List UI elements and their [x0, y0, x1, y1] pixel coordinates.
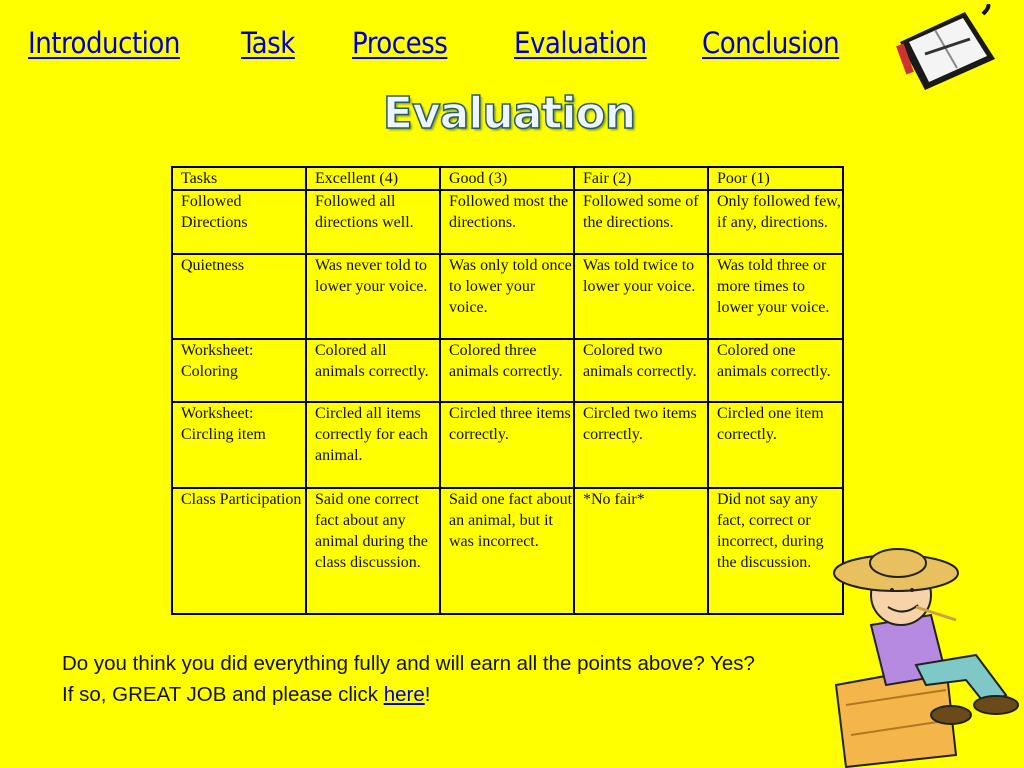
table-cell: Was only told once to lower your voice. [439, 253, 575, 340]
table-row: Class Participation Said one correct fac… [171, 487, 844, 615]
table-cell: Was told twice to lower your voice. [573, 253, 709, 340]
table-cell: Followed some of the directions. [573, 189, 709, 255]
header-cell: Fair (2) [573, 166, 709, 191]
footer-end: ! [424, 683, 431, 706]
table-cell: Worksheet: Circling item [171, 401, 307, 489]
table-cell: Colored all animals correctly. [305, 338, 441, 403]
page-title: Evaluation [382, 87, 637, 140]
table-cell: Said one fact about an animal, but it wa… [439, 487, 575, 615]
table-cell: Quietness [171, 253, 307, 340]
header-cell: Tasks [171, 166, 307, 191]
footer-question: Do you think you did everything fully an… [62, 652, 755, 706]
table-cell: Only followed few, if any, directions. [707, 189, 844, 255]
table-cell: Was never told to lower your voice. [305, 253, 441, 340]
table-cell: Followed all directions well. [305, 189, 441, 255]
nav-evaluation[interactable]: Evaluation [514, 26, 647, 60]
table-cell: Circled two items correctly. [573, 401, 709, 489]
table-cell: *No fair* [573, 487, 709, 615]
rubric-table: Tasks Excellent (4) Good (3) Fair (2) Po… [171, 166, 844, 615]
table-cell: Did not say any fact, correct or incorre… [707, 487, 844, 615]
header-cell: Good (3) [439, 166, 575, 191]
table-cell: Followed most the directions. [439, 189, 575, 255]
table-cell: Class Participation [171, 487, 307, 615]
table-row: Worksheet: Coloring Colored all animals … [171, 338, 844, 403]
table-row: Worksheet: Circling item Circled all ite… [171, 401, 844, 489]
table-cell: Followed Directions [171, 189, 307, 255]
table-cell: Circled three items correctly. [439, 401, 575, 489]
table-header-row: Tasks Excellent (4) Good (3) Fair (2) Po… [171, 166, 844, 191]
here-link[interactable]: here [383, 683, 425, 706]
table-cell: Circled all items correctly for each ani… [305, 401, 441, 489]
footer-text: Do you think you did everything fully an… [62, 648, 762, 710]
table-cell: Worksheet: Coloring [171, 338, 307, 403]
planner-icon [896, 4, 995, 90]
table-cell: Circled one item correctly. [707, 401, 844, 489]
boy-on-haybale-illustration [833, 548, 1019, 768]
nav-introduction[interactable]: Introduction [28, 26, 180, 60]
table-cell: Said one correct fact about any animal d… [305, 487, 441, 615]
table-row: Quietness Was never told to lower your v… [171, 253, 844, 340]
nav-process[interactable]: Process [352, 26, 448, 60]
table-cell: Colored two animals correctly. [573, 338, 709, 403]
header-cell: Excellent (4) [305, 166, 441, 191]
nav-conclusion[interactable]: Conclusion [702, 26, 840, 60]
table-row: Followed Directions Followed all directi… [171, 189, 844, 255]
table-cell: Colored one animals correctly. [707, 338, 844, 403]
nav-task[interactable]: Task [241, 26, 295, 60]
header-cell: Poor (1) [707, 166, 844, 191]
table-cell: Colored three animals correctly. [439, 338, 575, 403]
table-cell: Was told three or more times to lower yo… [707, 253, 844, 340]
